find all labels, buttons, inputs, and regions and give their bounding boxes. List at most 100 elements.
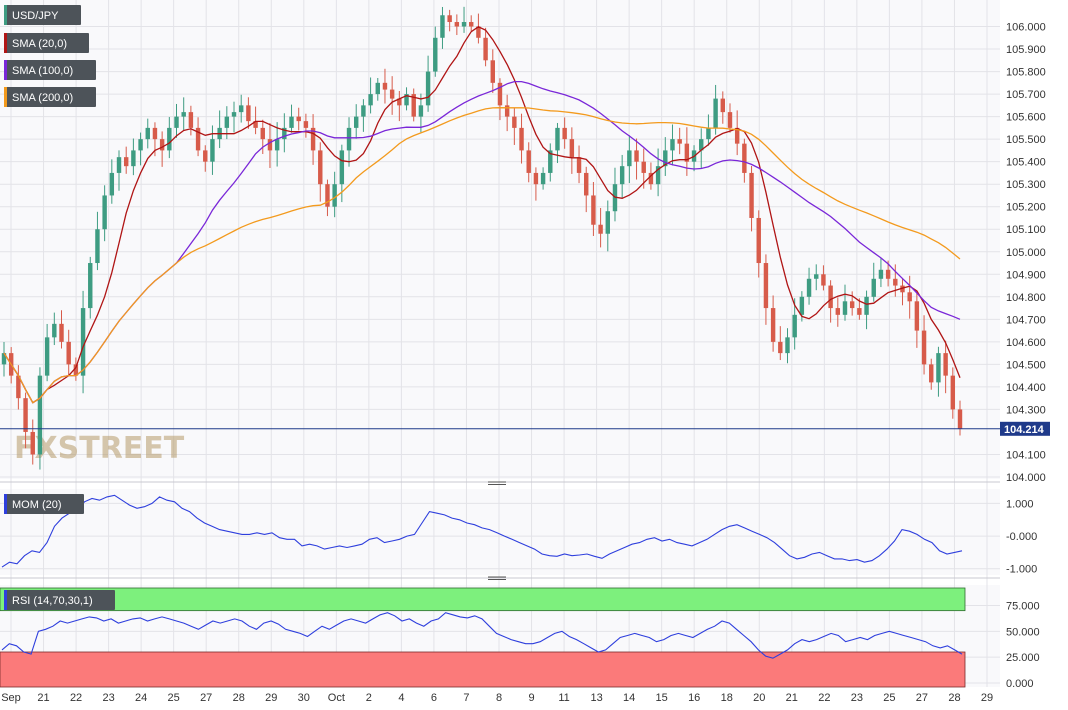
rsi-resize-handle[interactable]: [486, 576, 508, 582]
price-tick-label: 105.800: [1006, 67, 1046, 79]
candle-body: [152, 127, 158, 140]
candle-body: [382, 82, 388, 90]
sma-200-badge[interactable]: SMA (200,0): [4, 87, 96, 107]
candle-body: [246, 105, 251, 122]
rsi-zones: [0, 587, 966, 688]
time-tick-label: 27: [916, 692, 928, 704]
candle-body: [814, 274, 819, 279]
candle-body: [778, 341, 783, 354]
time-tick-label: 2: [366, 692, 372, 704]
time-tick-label: 22: [70, 692, 82, 704]
candle-body: [238, 105, 244, 113]
time-tick-label: 21: [786, 692, 798, 704]
candle-body: [66, 341, 71, 365]
time-tick-label: 23: [102, 692, 114, 704]
candle-body: [167, 127, 172, 151]
time-tick-label: 27: [200, 692, 212, 704]
candle-body: [73, 364, 79, 376]
candle-body: [871, 278, 876, 297]
candle-body: [727, 112, 733, 128]
price-axis: 106.000 105.900 105.800 105.700 105.600 105.5…: [1006, 22, 1046, 484]
time-tick-label: 9: [528, 692, 534, 704]
fxstreet-watermark: FXSTREET: [14, 431, 185, 466]
time-tick-label: 6: [431, 692, 437, 704]
candle-body: [857, 308, 862, 315]
candle-body: [260, 127, 265, 140]
rsi-badge[interactable]: RSI (14,70,30,1): [4, 590, 115, 610]
rsi-tick-label: 50.000: [1006, 626, 1040, 638]
time-tick-label: Oct: [328, 692, 345, 704]
candle-body: [627, 150, 632, 167]
candle-body: [720, 98, 726, 113]
momentum-grid: [0, 502, 1000, 570]
candle-body: [526, 150, 531, 173]
candle-body: [44, 337, 50, 376]
svg-text:SMA (100,0): SMA (100,0): [12, 65, 73, 77]
candle-body: [706, 127, 711, 140]
candle-body: [576, 157, 582, 173]
candle-body: [792, 314, 797, 338]
svg-text:RSI (14,70,30,1): RSI (14,70,30,1): [12, 595, 93, 607]
svg-text:SMA (200,0): SMA (200,0): [12, 92, 73, 104]
time-tick-label: 21: [37, 692, 49, 704]
momentum-tick-label: 1.000: [1006, 498, 1034, 510]
candle-body: [569, 139, 575, 158]
candle-body: [368, 94, 373, 106]
candle-body: [943, 353, 948, 376]
candle-body: [504, 105, 510, 117]
candle-body: [806, 278, 812, 297]
candle-body: [404, 94, 409, 106]
time-tick-label: 28: [948, 692, 960, 704]
candle-body: [411, 94, 416, 117]
sma-lines: [3, 26, 961, 404]
momentum-resize-handle[interactable]: [486, 481, 508, 487]
time-tick-label: 25: [883, 692, 895, 704]
price-tick-label: 104.600: [1006, 337, 1046, 349]
candle-body: [670, 139, 675, 151]
price-tick-label: 105.100: [1006, 224, 1046, 236]
sma-100-badge[interactable]: SMA (100,0): [4, 60, 96, 80]
time-axis: Sep 21 22 23 24 25 27 28 29 30 Oct 2 4 6 7 8 9 11 13 14 15 16…: [1, 692, 993, 704]
candle-body: [605, 211, 611, 234]
candle-body: [174, 116, 179, 128]
time-tick-label: 24: [135, 692, 147, 704]
time-tick-label: 13: [590, 692, 602, 704]
candle-body: [310, 127, 316, 151]
candle-body: [195, 127, 201, 151]
time-tick-label: 25: [168, 692, 180, 704]
momentum-axis: 1.000 -0.000 -1.000: [1006, 498, 1037, 575]
time-tick-label: 18: [721, 692, 733, 704]
candle-body: [519, 127, 524, 151]
candle-body: [799, 296, 805, 315]
candle-body: [296, 116, 301, 122]
candle-body: [131, 150, 136, 167]
sma-20-badge[interactable]: SMA (20,0): [4, 33, 89, 53]
candle-body: [440, 15, 445, 38]
rsi-axis: 75.000 50.000 25.000 0.000: [1006, 601, 1040, 691]
candle-body: [540, 172, 546, 185]
price-tick-label: 104.400: [1006, 382, 1046, 394]
time-tick-label: 8: [496, 692, 502, 704]
candle-body: [641, 161, 646, 173]
candle-body: [461, 22, 467, 27]
momentum-badge[interactable]: MOM (20): [4, 494, 84, 514]
symbol-badge[interactable]: USD/JPY: [4, 5, 81, 25]
candle-body: [763, 263, 769, 309]
candle-body: [950, 375, 956, 410]
candle-body: [591, 195, 596, 225]
price-tick-label: 104.500: [1006, 359, 1046, 371]
price-tick-label: 104.300: [1006, 404, 1046, 416]
price-tick-label: 104.700: [1006, 314, 1046, 326]
candle-body: [490, 60, 495, 83]
time-tick-label: 16: [688, 692, 700, 704]
candle-body: [864, 296, 869, 315]
candle-body: [742, 143, 747, 173]
price-tick-label: 105.700: [1006, 89, 1046, 101]
time-tick-label: 15: [656, 692, 668, 704]
rsi-tick-label: 0.000: [1006, 678, 1034, 690]
candle-body: [224, 116, 230, 128]
candle-body: [957, 409, 963, 429]
candle-body: [203, 150, 208, 162]
candle-body: [548, 150, 553, 173]
candle-body: [37, 375, 43, 455]
